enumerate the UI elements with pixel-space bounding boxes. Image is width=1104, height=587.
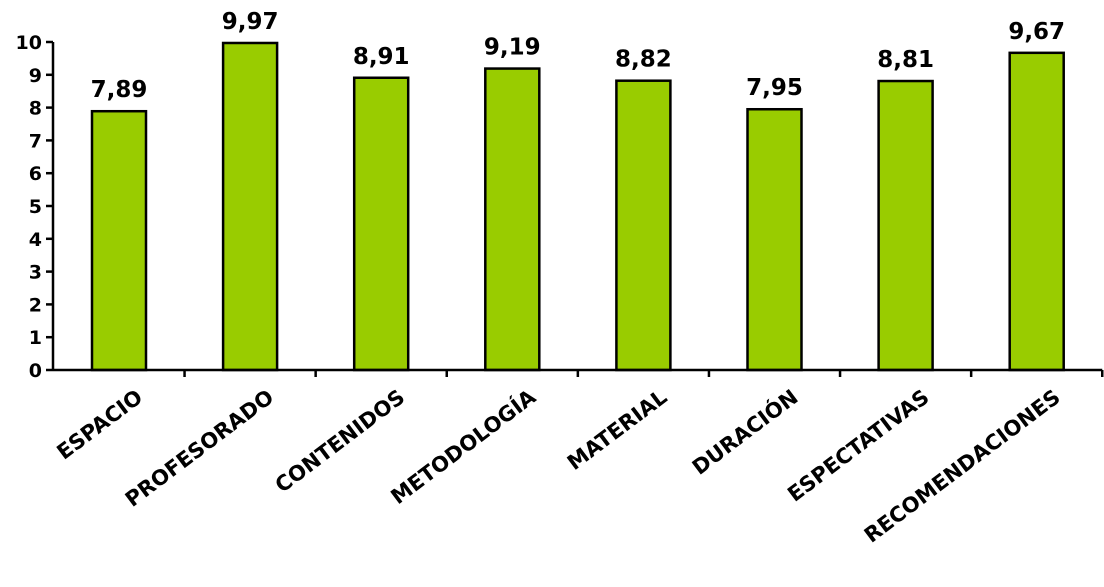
- category-label: ESPECTATIVAS: [783, 385, 933, 507]
- y-tick-label: 2: [29, 294, 42, 316]
- y-tick-label: 1: [29, 327, 42, 349]
- data-label: 8,81: [877, 47, 934, 73]
- y-tick-label: 3: [29, 262, 42, 284]
- y-tick-label: 8: [29, 98, 42, 120]
- category-label: MATERIAL: [563, 385, 672, 475]
- data-label: 9,97: [222, 9, 279, 35]
- bar: [484, 67, 541, 372]
- data-label: 8,82: [615, 47, 672, 73]
- category-label: METODOLOGÍA: [386, 384, 541, 509]
- bar: [90, 109, 148, 372]
- y-axis-ticks: 0 1 2 3 4 5 6 7 8 9 10: [16, 32, 53, 382]
- y-tick-label: 10: [16, 32, 42, 54]
- y-tick-label: 0: [29, 360, 42, 382]
- y-tick-label: 4: [29, 229, 42, 251]
- value-labels: 7,89 9,97 8,91 9,19 8,82 7,95 8,81 9,67: [91, 9, 1065, 103]
- data-label: 7,89: [91, 77, 148, 103]
- category-label: DURACIÓN: [687, 384, 802, 480]
- bar: [877, 79, 934, 372]
- bar: [352, 76, 410, 372]
- data-label: 9,67: [1008, 19, 1065, 45]
- x-axis-ticks: [183, 370, 1104, 377]
- y-tick-label: 6: [29, 163, 42, 185]
- bar: [746, 107, 803, 372]
- data-label: 9,19: [484, 35, 541, 61]
- y-tick-label: 7: [29, 130, 42, 152]
- bar: [221, 41, 279, 372]
- data-label: 7,95: [746, 75, 803, 101]
- category-label: CONTENIDOS: [271, 385, 409, 498]
- y-tick-label: 5: [29, 196, 42, 218]
- bar: [1008, 51, 1065, 372]
- bars: [90, 41, 1065, 372]
- category-label: ESPACIO: [52, 385, 147, 465]
- data-label: 8,91: [353, 44, 410, 70]
- bar: [615, 79, 672, 372]
- y-tick-label: 9: [29, 65, 42, 87]
